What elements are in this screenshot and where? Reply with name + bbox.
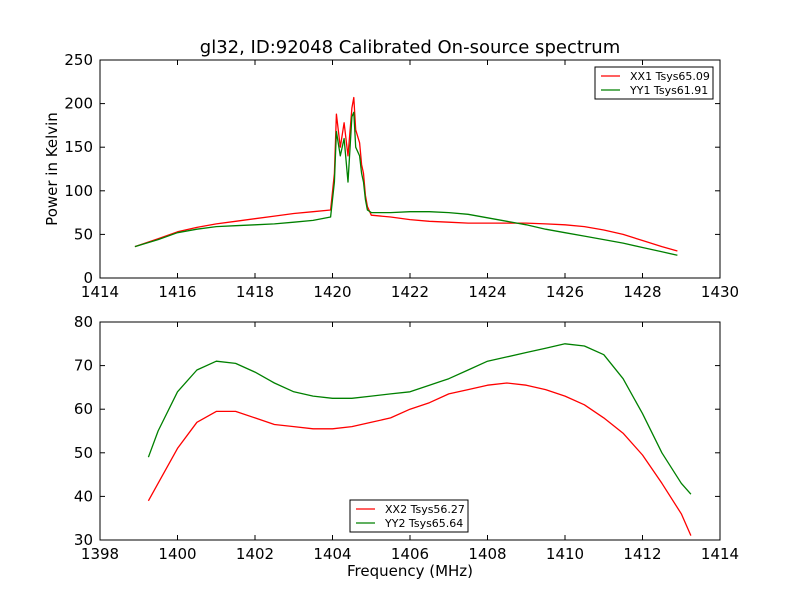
y-tick-label: 30	[74, 531, 93, 549]
x-tick-label: 1424	[468, 283, 506, 301]
x-tick-label: 1414	[701, 545, 739, 563]
y-axis-label: Power in Kelvin	[43, 112, 61, 226]
y-tick-label: 250	[64, 51, 93, 69]
y-tick-label: 40	[74, 487, 93, 505]
x-tick-label: 1408	[468, 545, 506, 563]
y-tick-label: 100	[64, 182, 93, 200]
y-tick-label: 70	[74, 357, 93, 375]
legend-label-1: XX2 Tsys56.27	[385, 503, 465, 516]
y-tick-label: 150	[64, 138, 93, 156]
x-tick-label: 1412	[623, 545, 661, 563]
legend-label-1: XX1 Tsys65.09	[630, 70, 710, 83]
x-tick-label: 1430	[701, 283, 739, 301]
x-axis-label: Frequency (MHz)	[347, 562, 473, 580]
legend-label-2: YY1 Tsys61.91	[629, 84, 708, 97]
x-tick-label: 1398	[81, 545, 119, 563]
x-tick-label: 1416	[158, 283, 196, 301]
x-tick-label: 1410	[546, 545, 584, 563]
x-tick-label: 1428	[623, 283, 661, 301]
x-tick-label: 1402	[236, 545, 274, 563]
bottom-panel: 1398 1400 1402 1404 1406 1408 1410 1412 1414 30 40…	[74, 313, 739, 580]
legend-label-2: YY2 Tsys65.64	[384, 517, 463, 530]
x-tick-label: 1414	[81, 283, 119, 301]
x-tick-label: 1426	[546, 283, 584, 301]
figure-title: gl32, ID:92048 Calibrated On-source spec…	[200, 37, 620, 58]
y-tick-label: 0	[83, 269, 93, 287]
legend-box	[594, 66, 714, 100]
top-panel: 1414 1416 1418 1420 1422 1424 1426 1428 1430 0 50 1…	[43, 51, 739, 301]
series-line-1	[134, 96, 678, 252]
x-tick-label: 1420	[313, 283, 351, 301]
y-tick-label: 80	[74, 313, 93, 331]
x-tick-label: 1400	[158, 545, 196, 563]
x-tick-label: 1418	[236, 283, 274, 301]
legend-box	[349, 499, 469, 533]
x-tick-label: 1406	[391, 545, 429, 563]
series-line-2	[147, 343, 692, 495]
series-line-2	[134, 111, 678, 256]
series-line-1	[147, 382, 692, 536]
y-tick-label: 60	[74, 400, 93, 418]
y-tick-label: 50	[74, 225, 93, 243]
y-tick-label: 50	[74, 444, 93, 462]
x-tick-label: 1404	[313, 545, 351, 563]
y-tick-label: 200	[64, 95, 93, 113]
x-tick-label: 1422	[391, 283, 429, 301]
